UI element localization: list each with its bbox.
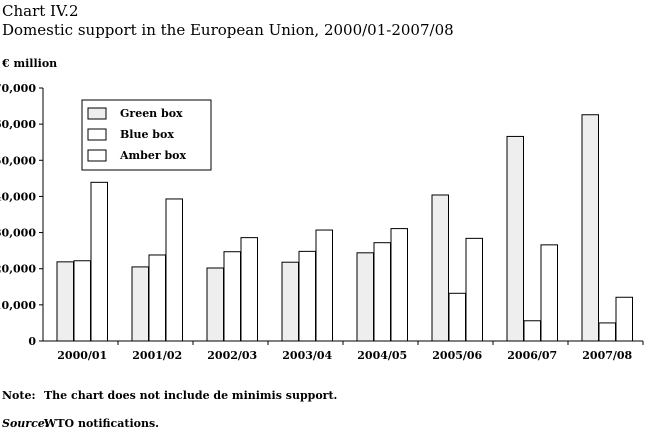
x-tick-label: 2002/03 <box>207 349 257 362</box>
chart-note: Note: The chart does not include de minim… <box>2 389 337 402</box>
x-tick-label: 2007/08 <box>582 349 632 362</box>
legend-swatch <box>87 107 107 120</box>
bar-green-box <box>581 114 599 342</box>
note-key: Note: <box>2 389 36 402</box>
x-tick-label: 2000/01 <box>57 349 107 362</box>
x-tick-label: 2006/07 <box>507 349 557 362</box>
bar-blue-box <box>598 322 616 342</box>
y-tick-label: 0 <box>28 335 36 348</box>
bar-blue-box <box>373 242 391 342</box>
source-key: Source: <box>2 417 49 430</box>
bar-amber-box <box>615 296 633 342</box>
bar-blue-box <box>148 254 166 342</box>
chart-legend: Green box Blue box Amber box <box>81 99 212 171</box>
y-tick-label: 10,000 <box>0 299 36 312</box>
y-axis-ticks: 0 10,000 20,000 30,000 40,000 50,000 60,000 70,… <box>0 82 43 348</box>
legend-swatch <box>87 128 107 141</box>
bar-green-box <box>506 135 524 342</box>
legend-label: Blue box <box>120 128 174 141</box>
bar-blue-box <box>223 251 241 342</box>
legend-label: Green box <box>120 107 183 120</box>
bar-amber-box <box>90 181 108 342</box>
x-tick-label: 2004/05 <box>357 349 407 362</box>
legend-label: Amber box <box>119 149 187 162</box>
bar-amber-box <box>240 237 258 342</box>
bar-amber-box <box>540 244 558 342</box>
note-text: The chart does not include de minimis su… <box>44 389 338 402</box>
y-axis-unit-label: € million <box>2 57 58 70</box>
bar-green-box <box>206 267 224 342</box>
bar-green-box <box>56 261 74 342</box>
y-tick-label: 60,000 <box>0 118 36 131</box>
bar-green-box <box>281 261 299 342</box>
bar-blue-box <box>448 292 466 342</box>
chart-source: Source:WTO notifications. <box>2 417 159 430</box>
bar-blue-box <box>73 260 91 342</box>
x-tick-label: 2001/02 <box>132 349 182 362</box>
legend-swatch <box>87 149 107 162</box>
bar-green-box <box>131 266 149 342</box>
chart-subtitle: Domestic support in the European Union, … <box>2 21 454 39</box>
y-tick-label: 50,000 <box>0 154 36 167</box>
bar-green-box <box>431 194 449 342</box>
bar-green-box <box>356 252 374 342</box>
y-tick-label: 20,000 <box>0 263 36 276</box>
bar-blue-box <box>523 320 541 342</box>
y-tick-label: 30,000 <box>0 227 36 240</box>
bar-amber-box <box>465 237 483 342</box>
chart-title: Chart IV.2 <box>2 2 79 20</box>
y-tick-label: 40,000 <box>0 190 36 203</box>
bar-amber-box <box>165 198 183 342</box>
x-tick-label: 2003/04 <box>282 349 332 362</box>
x-axis-ticks: 2000/01 2001/02 2002/03 2003/04 2004/05 2005/… <box>57 341 644 362</box>
source-text: WTO notifications. <box>44 417 159 430</box>
bar-blue-box <box>298 250 316 342</box>
x-tick-label: 2005/06 <box>432 349 482 362</box>
bar-amber-box <box>315 229 333 342</box>
bar-amber-box <box>390 228 408 342</box>
bar-series-group <box>56 114 633 342</box>
y-tick-label: 70,000 <box>0 82 36 95</box>
